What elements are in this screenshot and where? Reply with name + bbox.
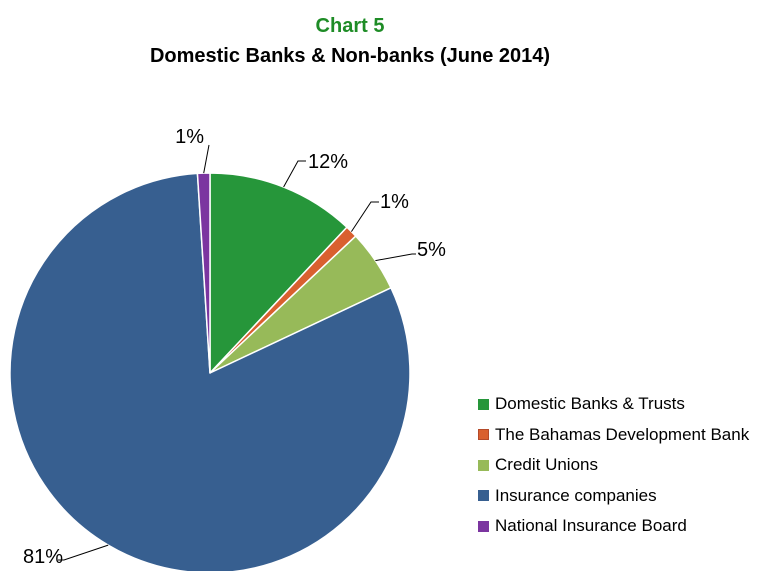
legend-label: Insurance companies <box>495 485 657 505</box>
slice-data-label: 1% <box>175 126 204 148</box>
pie-slice <box>9 172 411 571</box>
legend-label: National Insurance Board <box>495 516 687 536</box>
legend-item: The Bahamas Development Bank <box>478 420 749 451</box>
legend-swatch <box>478 459 489 471</box>
leader-line <box>375 253 416 262</box>
leader-line <box>350 201 379 232</box>
legend-label: Domestic Banks & Trusts <box>495 394 685 414</box>
legend-label: The Bahamas Development Bank <box>495 424 750 444</box>
leader-line <box>203 144 210 174</box>
leader-lines <box>58 144 416 561</box>
leader-line <box>283 160 306 188</box>
legend-swatch <box>478 520 489 532</box>
slice-labels: 12% 1% 5% 81% 1% <box>23 126 446 568</box>
pie-slice <box>209 172 348 374</box>
slice-data-label: 5% <box>417 239 446 261</box>
legend-label: Credit Unions <box>495 455 598 475</box>
slice-data-label: 12% <box>308 151 348 173</box>
chart-legend: Domestic Banks & Trusts The Bahamas Devel… <box>478 389 749 542</box>
slice-data-label: 1% <box>380 191 409 213</box>
legend-item: Insurance companies <box>478 481 749 512</box>
chart-title: Chart 5 <box>315 15 385 37</box>
slice-data-label: 81% <box>23 546 63 568</box>
legend-item: Credit Unions <box>478 450 749 481</box>
legend-swatch <box>478 398 489 410</box>
pie-slices <box>9 172 411 571</box>
legend-item: National Insurance Board <box>478 511 749 542</box>
legend-swatch <box>478 490 489 502</box>
legend-swatch <box>478 429 489 441</box>
legend-item: Domestic Banks & Trusts <box>478 389 749 420</box>
leader-line <box>58 544 109 561</box>
chart-subtitle: Domestic Banks & Non-banks (June 2014) <box>149 45 551 67</box>
